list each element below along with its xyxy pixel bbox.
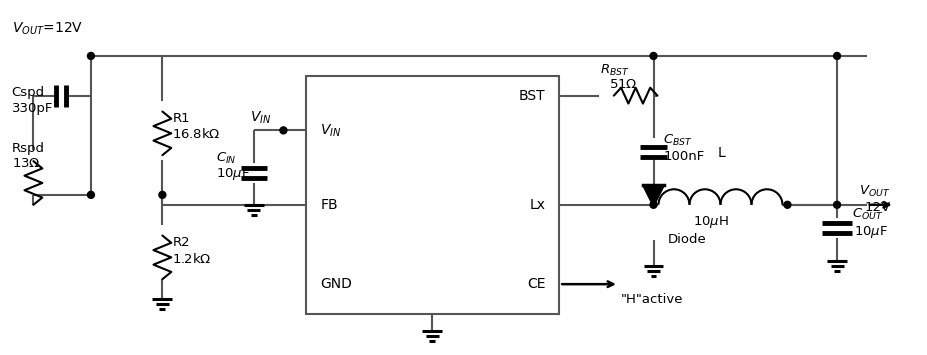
Text: Diode: Diode [667, 233, 705, 246]
Text: R2: R2 [172, 236, 190, 249]
Circle shape [159, 191, 166, 198]
Text: GND: GND [320, 277, 351, 291]
Text: 1.2k$\Omega$: 1.2k$\Omega$ [172, 252, 211, 266]
Text: Rspd: Rspd [11, 142, 44, 155]
Text: Lx: Lx [528, 198, 545, 212]
Text: $C_{BST}$: $C_{BST}$ [663, 133, 692, 148]
Circle shape [280, 127, 286, 134]
Text: 10$\mu$F: 10$\mu$F [853, 224, 887, 240]
Text: 330pF: 330pF [11, 102, 53, 115]
Text: $V_{OUT}$: $V_{OUT}$ [858, 184, 889, 200]
Text: 16.8k$\Omega$: 16.8k$\Omega$ [172, 127, 221, 141]
Text: $R_{BST}$: $R_{BST}$ [599, 63, 629, 78]
Circle shape [832, 201, 840, 208]
Text: BST: BST [518, 89, 545, 103]
Text: FB: FB [320, 198, 337, 212]
Text: $V_{IN}$: $V_{IN}$ [249, 109, 271, 126]
Text: R1: R1 [172, 112, 190, 125]
Text: 10$\mu$F: 10$\mu$F [216, 166, 249, 182]
Circle shape [832, 53, 840, 59]
Circle shape [649, 53, 656, 59]
Text: $V_{IN}$: $V_{IN}$ [320, 122, 341, 138]
Text: Cspd: Cspd [11, 86, 44, 99]
Circle shape [87, 191, 95, 198]
Text: $C_{OUT}$: $C_{OUT}$ [851, 207, 883, 222]
Circle shape [87, 53, 95, 59]
Polygon shape [641, 185, 664, 207]
Circle shape [649, 201, 656, 208]
Text: $C_{IN}$: $C_{IN}$ [216, 151, 236, 166]
Text: "H"active: "H"active [620, 293, 682, 306]
Circle shape [783, 201, 790, 208]
Text: CE: CE [527, 277, 545, 291]
Text: L: L [717, 146, 725, 160]
Text: $V_{OUT}$=12V: $V_{OUT}$=12V [11, 21, 83, 37]
Text: 51$\Omega$: 51$\Omega$ [608, 78, 637, 91]
Text: 100nF: 100nF [663, 150, 704, 163]
Text: 12V: 12V [864, 201, 890, 214]
Bar [306, 76, 559, 314]
Text: 10$\mu$H: 10$\mu$H [692, 214, 729, 230]
Text: 13$\Omega$: 13$\Omega$ [11, 157, 40, 170]
